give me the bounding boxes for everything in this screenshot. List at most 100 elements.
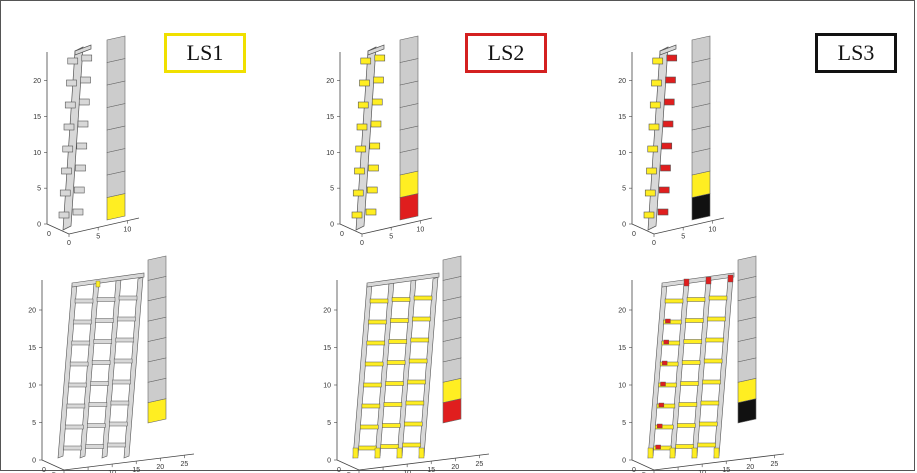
beam-right-stub: [369, 142, 381, 150]
frame-beam: [361, 403, 381, 409]
beam-left-stub: [61, 167, 72, 175]
beam-left-stub: [356, 123, 368, 131]
top-beam: [74, 44, 92, 56]
y-tick-label: 20: [28, 308, 36, 315]
frame-beam: [369, 298, 389, 304]
frame-beam: [382, 423, 401, 428]
top-beam: [659, 44, 677, 56]
frame-beam: [655, 424, 674, 430]
frame-roof-hinge-red: [727, 274, 734, 283]
frame-column: [374, 280, 395, 459]
x-tick-label: 5: [96, 233, 100, 240]
frame-column: [713, 276, 734, 459]
frame-beam: [683, 339, 703, 344]
frame-base-hinge: [396, 447, 403, 459]
x2-tick-label: 0: [340, 231, 344, 238]
x2-tick-label: 0: [632, 231, 636, 238]
frame-roof-hinge: [95, 280, 101, 288]
frame-beam: [112, 379, 131, 385]
damage-strip-segment: [691, 148, 711, 176]
frame-hinge-red: [663, 339, 669, 345]
x2-axis-line: [631, 459, 655, 471]
damage-strip-segment: [691, 170, 711, 198]
x2-axis-line: [336, 459, 360, 471]
damage-strip-segment: [399, 148, 419, 176]
beam-left-stub: [652, 57, 664, 65]
frame-beam: [118, 295, 138, 301]
frame-base-hinge: [352, 447, 359, 459]
frame-beam: [700, 400, 720, 406]
x-tick-label: 25: [770, 461, 778, 468]
y-tick-label: 20: [323, 308, 331, 315]
beam-left-stub: [58, 211, 70, 219]
frame-beam: [69, 361, 89, 367]
beam-right-stub: [371, 98, 383, 106]
frame-beam: [697, 442, 716, 448]
x-tick-label: 25: [180, 461, 188, 468]
frame-beam: [391, 297, 411, 302]
damage-strip-segment: [106, 170, 126, 198]
frame-beam: [705, 337, 725, 343]
x-tick-label: 0: [652, 240, 656, 247]
frame-beam: [109, 421, 128, 427]
beam-right-stub: [72, 208, 84, 216]
frame-beam: [413, 295, 433, 301]
x2-axis-line: [46, 223, 70, 235]
beam-left-stub: [62, 145, 74, 153]
beam-right-stub: [661, 142, 673, 150]
panel-ls2-frame: 05101520051015202505: [323, 255, 490, 473]
frame-beam: [703, 358, 723, 364]
beam-left-stub: [646, 167, 657, 175]
frame-column: [123, 276, 144, 459]
frame-beam: [363, 382, 382, 388]
frame-beam: [681, 360, 701, 365]
frame-beam: [702, 379, 721, 385]
frame-column: [691, 278, 712, 459]
beam-right-stub: [77, 120, 89, 128]
y-tick-label: 10: [33, 150, 41, 157]
beam-right-stub: [374, 54, 386, 62]
beam-left-stub: [647, 145, 659, 153]
frame-column: [57, 282, 78, 459]
frame-beam: [68, 382, 87, 388]
frame-beam: [685, 318, 704, 323]
damage-strip-segment: [691, 58, 711, 86]
frame-beam: [91, 360, 111, 365]
beam-right-stub: [370, 120, 382, 128]
y-tick-label: 10: [323, 383, 331, 390]
ls3-label: LS3: [837, 40, 875, 65]
frame-beam: [412, 316, 431, 322]
beam-left-stub: [644, 189, 656, 197]
y-tick-label: 15: [618, 114, 626, 121]
frame-column: [396, 278, 417, 459]
x-tick-label: 15: [427, 467, 435, 473]
y-tick-label: 5: [37, 186, 41, 193]
beam-left-stub: [643, 211, 655, 219]
frame-beam: [408, 358, 428, 364]
beam-left-stub: [360, 57, 372, 65]
beam-left-stub: [352, 189, 364, 197]
y-tick-label: 0: [32, 458, 36, 465]
frame-beam: [686, 297, 706, 302]
y-tick-label: 0: [37, 222, 41, 229]
frame-beam: [88, 402, 108, 407]
frame-beam: [407, 379, 426, 385]
damage-strip-segment: [106, 103, 126, 131]
beam-left-stub: [648, 123, 660, 131]
y-tick-label: 15: [323, 345, 331, 352]
beam-left-stub: [67, 57, 79, 65]
y-tick-label: 15: [618, 345, 626, 352]
x-tick-label: 25: [475, 461, 483, 468]
frame-roof-hinge-red: [705, 276, 712, 285]
frame-beam: [664, 298, 684, 304]
beam-left-stub: [355, 145, 367, 153]
beam-right-stub: [666, 54, 678, 62]
y-tick-label: 20: [618, 78, 626, 85]
frame-beam: [680, 381, 699, 386]
beam-right-stub: [665, 76, 676, 84]
frame-beam: [73, 319, 92, 325]
x2-tick-label: 0: [47, 231, 51, 238]
x-tick-label: 0: [67, 240, 71, 247]
y-tick-label: 20: [326, 78, 334, 85]
